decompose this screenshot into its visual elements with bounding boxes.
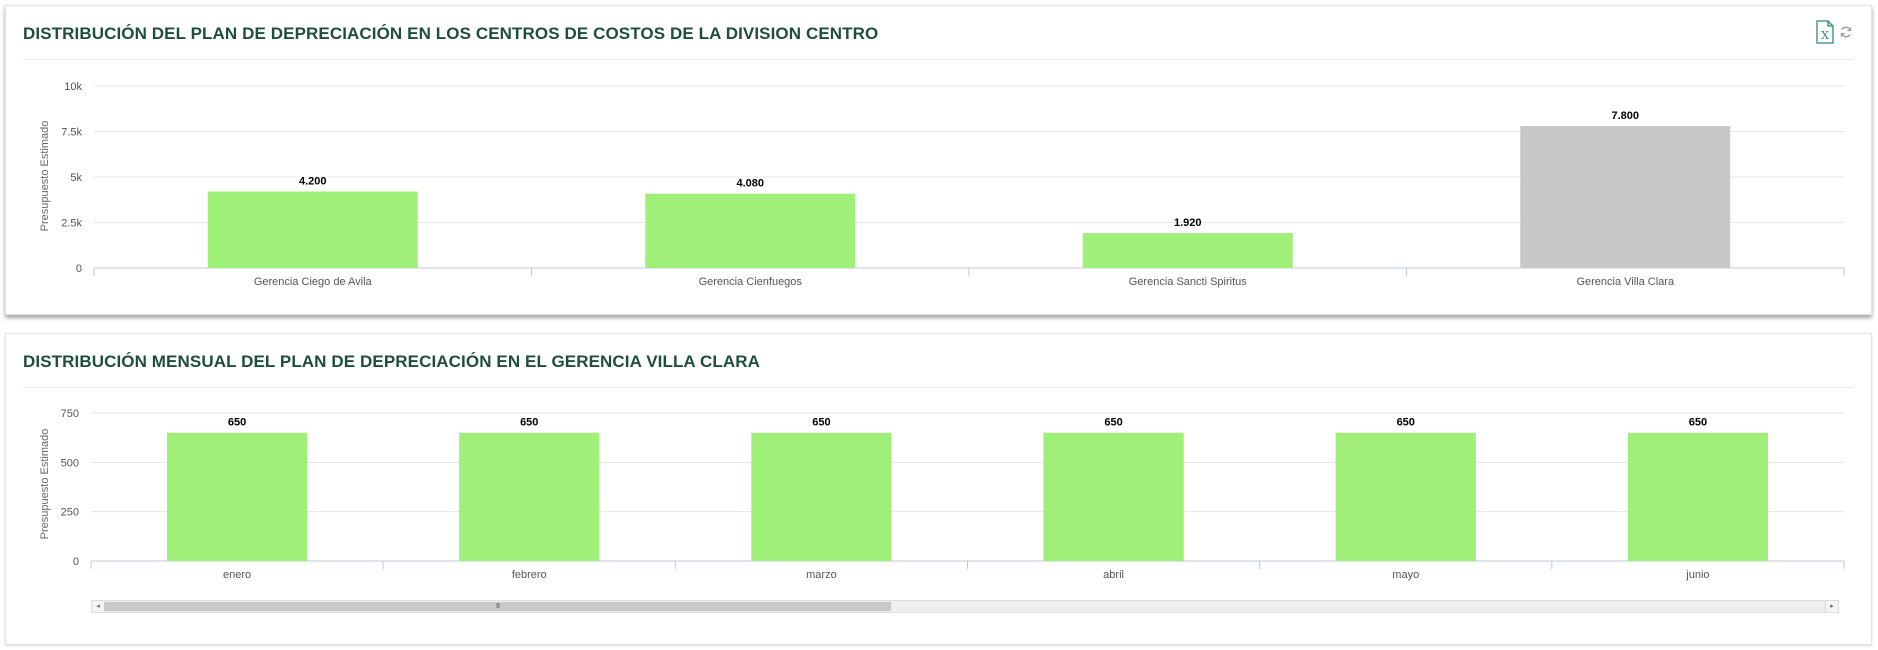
bar[interactable]: [645, 193, 856, 268]
bar-value-label: 650: [1689, 417, 1707, 429]
y-tick-label: 5k: [70, 172, 82, 184]
bar[interactable]: [207, 191, 418, 268]
centers-chart-panel: DISTRIBUCIÓN DEL PLAN DE DEPRECIACIÓN EN…: [5, 5, 1872, 315]
bar-value-label: 650: [228, 417, 246, 429]
bar[interactable]: [1520, 126, 1731, 268]
x-tick-label: mayo: [1392, 569, 1419, 581]
title-divider: [23, 387, 1854, 388]
y-tick-label: 2.5k: [61, 218, 82, 230]
bar[interactable]: [751, 432, 892, 561]
monthly-chart-title: DISTRIBUCIÓN MENSUAL DEL PLAN DE DEPRECI…: [23, 352, 760, 371]
grip-icon: III: [495, 602, 500, 610]
x-tick-label: enero: [223, 569, 251, 581]
svg-text:X: X: [1821, 29, 1829, 42]
bar-value-label: 7.800: [1611, 110, 1639, 122]
x-tick-label: Gerencia Ciego de Avila: [254, 276, 373, 288]
bar[interactable]: [1082, 233, 1293, 268]
chart-horizontal-scrollbar[interactable]: ◂ III ▸: [91, 600, 1839, 613]
x-tick-label: junio: [1685, 569, 1709, 581]
y-tick-label: 500: [61, 457, 79, 469]
bar-value-label: 4.200: [299, 176, 327, 188]
x-tick-label: febrero: [512, 569, 547, 581]
monthly-chart-panel: DISTRIBUCIÓN MENSUAL DEL PLAN DE DEPRECI…: [5, 333, 1872, 645]
bar[interactable]: [166, 432, 308, 561]
bar[interactable]: [459, 432, 600, 561]
scrollbar-thumb[interactable]: III: [104, 602, 891, 611]
y-axis-title: Presupuesto Estimado: [39, 121, 51, 232]
bar-value-label: 1.920: [1174, 217, 1202, 229]
bar[interactable]: [1043, 432, 1184, 561]
bar-value-label: 4.080: [736, 178, 764, 190]
x-tick-label: Gerencia Cienfuegos: [699, 276, 803, 288]
x-tick-label: Gerencia Villa Clara: [1576, 276, 1675, 288]
title-divider: [23, 59, 1854, 60]
bar-value-label: 650: [520, 417, 538, 429]
y-tick-label: 0: [73, 556, 79, 568]
y-tick-label: 7.5k: [61, 127, 82, 139]
scroll-right-arrow-icon[interactable]: ▸: [1825, 601, 1838, 612]
bar-value-label: 650: [812, 417, 830, 429]
chart-toolbar: X: [1815, 20, 1853, 44]
bar[interactable]: [1335, 432, 1476, 561]
y-tick-label: 750: [61, 408, 79, 420]
y-axis-title: Presupuesto Estimado: [39, 429, 51, 540]
bar[interactable]: [1627, 432, 1769, 561]
bar-value-label: 650: [1104, 417, 1122, 429]
x-tick-label: abril: [1103, 569, 1124, 581]
bar-value-label: 650: [1397, 417, 1415, 429]
y-tick-label: 250: [61, 507, 79, 519]
y-tick-label: 0: [76, 263, 82, 275]
x-tick-label: marzo: [806, 569, 837, 581]
y-tick-label: 10k: [64, 81, 82, 93]
monthly-bar-chart: 0 250 500 750 Presupuesto Estimado 650 enero 65…: [39, 408, 1845, 581]
centers-chart-title: DISTRIBUCIÓN DEL PLAN DE DEPRECIACIÓN EN…: [23, 24, 879, 43]
centers-bar-chart: 0 2.5k 5k 7.5k 10k Presupuesto Estimado 4.200 G…: [39, 81, 1845, 288]
excel-export-icon[interactable]: X: [1815, 20, 1835, 44]
x-tick-label: Gerencia Sancti Spiritus: [1129, 276, 1247, 288]
refresh-icon[interactable]: [1839, 25, 1853, 39]
